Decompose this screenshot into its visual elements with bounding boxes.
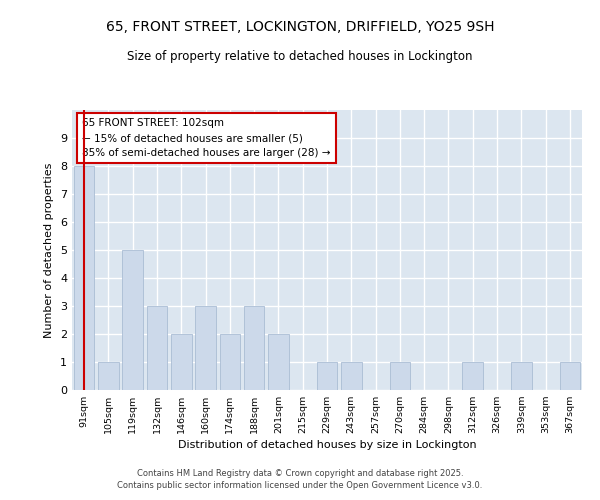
X-axis label: Distribution of detached houses by size in Lockington: Distribution of detached houses by size … <box>178 440 476 450</box>
Bar <box>122 250 143 390</box>
Text: Contains HM Land Registry data © Crown copyright and database right 2025.
Contai: Contains HM Land Registry data © Crown c… <box>118 468 482 490</box>
Bar <box>341 362 362 390</box>
Bar <box>98 362 119 390</box>
Bar <box>74 166 94 390</box>
Bar <box>463 362 483 390</box>
Bar <box>389 362 410 390</box>
Bar <box>268 334 289 390</box>
Bar <box>171 334 191 390</box>
Bar <box>220 334 240 390</box>
Bar <box>511 362 532 390</box>
Bar <box>244 306 265 390</box>
Bar <box>195 306 216 390</box>
Y-axis label: Number of detached properties: Number of detached properties <box>44 162 55 338</box>
Text: Size of property relative to detached houses in Lockington: Size of property relative to detached ho… <box>127 50 473 63</box>
Text: 65 FRONT STREET: 102sqm
← 15% of detached houses are smaller (5)
85% of semi-det: 65 FRONT STREET: 102sqm ← 15% of detache… <box>82 118 331 158</box>
Bar <box>146 306 167 390</box>
Text: 65, FRONT STREET, LOCKINGTON, DRIFFIELD, YO25 9SH: 65, FRONT STREET, LOCKINGTON, DRIFFIELD,… <box>106 20 494 34</box>
Bar <box>317 362 337 390</box>
Bar <box>560 362 580 390</box>
